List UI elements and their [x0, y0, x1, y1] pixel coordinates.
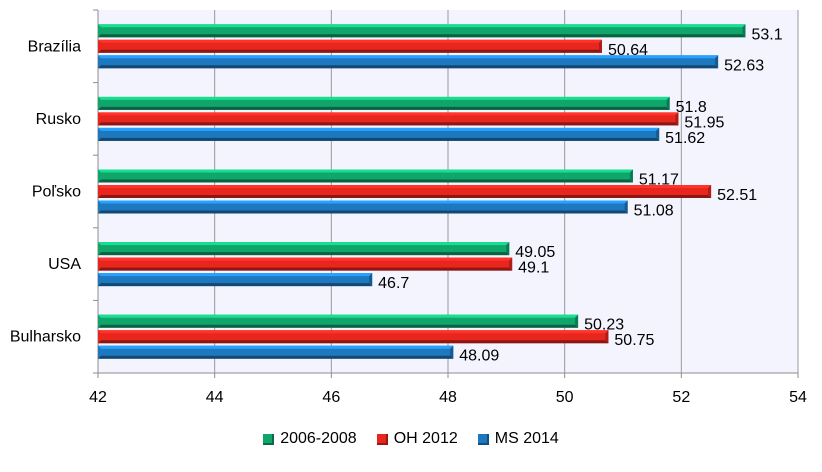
bar-bevel-bottom-0-3 — [98, 252, 510, 256]
value-label-0-3: 49.05 — [515, 244, 555, 261]
bar-bevel-end-0-1 — [666, 96, 670, 110]
bar-bevel-end-1-2 — [708, 185, 712, 198]
x-tick-label-5: 52 — [672, 389, 690, 406]
bar-bevel-bottom-0-0 — [98, 34, 746, 38]
bar-bevel-top-2-1 — [98, 127, 660, 131]
category-label-4: Bulharsko — [10, 329, 81, 346]
value-label-1-2: 52.51 — [717, 187, 757, 204]
bar-bevel-end-1-0 — [599, 39, 602, 53]
bar-bevel-bottom-2-3 — [98, 283, 373, 287]
value-label-0-0: 53.1 — [752, 26, 783, 43]
value-label-0-2: 51.17 — [639, 172, 679, 189]
bar-bevel-end-0-4 — [575, 314, 579, 328]
bar-bevel-top-1-2 — [98, 185, 712, 188]
x-tick-label-3: 48 — [439, 389, 457, 406]
bar-2-4 — [98, 345, 454, 359]
bar-1-1 — [98, 112, 679, 126]
bar-bevel-top-2-3 — [98, 273, 373, 277]
bar-bevel-end-0-2 — [629, 169, 633, 183]
value-label-2-4: 48.09 — [459, 348, 499, 365]
bar-bevel-end-1-1 — [675, 112, 679, 126]
legend-item-series-1: 2006-2008 — [263, 430, 357, 448]
legend-item-series-2: OH 2012 — [376, 430, 458, 448]
bar-bevel-end-2-2 — [624, 200, 628, 214]
bar-bevel-end-2-0 — [715, 55, 719, 69]
bar-0-4 — [98, 314, 579, 328]
value-label-2-2: 51.08 — [634, 203, 674, 220]
bar-bevel-bottom-0-2 — [98, 179, 633, 183]
bar-0-3 — [98, 242, 510, 256]
bar-bevel-bottom-1-0 — [98, 49, 602, 53]
category-label-2: Poľsko — [32, 184, 81, 201]
x-tick-label-1: 44 — [206, 389, 224, 406]
bar-bevel-bottom-1-3 — [98, 267, 513, 271]
x-tick-label-6: 54 — [789, 389, 807, 406]
bar-bevel-bottom-0-1 — [98, 106, 670, 110]
bar-bevel-end-2-3 — [369, 273, 373, 287]
legend-swatch-series-3 — [477, 433, 489, 445]
legend-swatch-series-2 — [376, 433, 388, 445]
bar-bevel-top-0-3 — [98, 242, 510, 246]
bar-2-1 — [98, 127, 660, 141]
bar-bevel-end-0-3 — [506, 242, 510, 256]
bar-0-1 — [98, 96, 670, 110]
bar-bevel-bottom-1-4 — [98, 340, 609, 344]
value-label-1-0: 50.64 — [608, 42, 648, 59]
value-label-2-1: 51.62 — [665, 130, 705, 147]
bar-0-0 — [98, 24, 746, 38]
bar-2-0 — [98, 55, 719, 69]
bar-bevel-end-0-0 — [742, 24, 746, 38]
category-label-3: USA — [48, 256, 81, 273]
legend-swatch-series-1 — [263, 433, 275, 445]
bar-1-2 — [98, 185, 712, 198]
legend-label-series-2: OH 2012 — [393, 430, 458, 447]
x-tick-label-4: 50 — [556, 389, 574, 406]
bar-bevel-top-1-0 — [98, 39, 602, 43]
legend: 2006-2008 OH 2012 MS 2014 — [0, 430, 822, 448]
bar-bevel-bottom-0-4 — [98, 324, 579, 328]
bar-bevel-bottom-1-1 — [98, 122, 679, 126]
bar-bevel-top-1-3 — [98, 257, 513, 261]
category-label-1: Rusko — [36, 111, 81, 128]
bar-bevel-bottom-2-2 — [98, 210, 628, 214]
x-tick-label-2: 46 — [322, 389, 340, 406]
bar-1-0 — [98, 39, 602, 53]
legend-label-series-1: 2006-2008 — [280, 430, 357, 447]
bar-bevel-end-1-3 — [509, 257, 513, 271]
bar-bevel-end-1-4 — [605, 330, 609, 344]
bar-bevel-end-2-1 — [656, 127, 660, 141]
category-label-0: Brazília — [28, 38, 81, 55]
value-label-2-0: 52.63 — [724, 57, 764, 74]
legend-item-series-3: MS 2014 — [477, 430, 559, 448]
bar-2-2 — [98, 200, 628, 214]
bar-bevel-top-2-0 — [98, 55, 719, 59]
bar-0-2 — [98, 169, 633, 183]
bar-bevel-end-2-4 — [450, 345, 454, 359]
bar-bevel-bottom-1-2 — [98, 195, 712, 198]
bar-bevel-top-0-4 — [98, 314, 579, 318]
value-label-1-4: 50.75 — [614, 332, 654, 349]
bar-bevel-top-1-4 — [98, 330, 609, 334]
bar-bevel-bottom-2-0 — [98, 65, 719, 69]
bar-bevel-top-0-2 — [98, 169, 633, 173]
value-label-2-3: 46.7 — [378, 275, 409, 292]
bar-1-4 — [98, 330, 609, 344]
bar-bevel-top-0-0 — [98, 24, 746, 28]
bar-bevel-top-2-2 — [98, 200, 628, 204]
value-label-1-3: 49.1 — [518, 260, 549, 277]
bar-bevel-bottom-2-1 — [98, 137, 660, 141]
bar-2-3 — [98, 273, 373, 287]
bar-bevel-bottom-2-4 — [98, 355, 454, 359]
value-label-1-1: 51.95 — [684, 114, 724, 131]
bar-bevel-top-1-1 — [98, 112, 679, 116]
value-label-0-4: 50.23 — [584, 317, 624, 334]
bar-bevel-top-0-1 — [98, 96, 670, 100]
bar-1-3 — [98, 257, 513, 271]
value-label-0-1: 51.8 — [676, 99, 707, 116]
bar-bevel-top-2-4 — [98, 345, 454, 349]
legend-label-series-3: MS 2014 — [494, 430, 559, 447]
x-tick-label-0: 42 — [89, 389, 107, 406]
